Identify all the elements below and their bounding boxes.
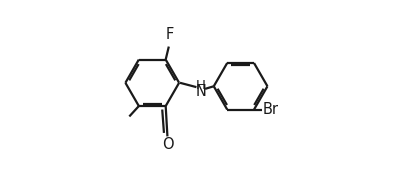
Text: F: F (166, 27, 174, 42)
Text: H: H (196, 79, 206, 92)
Text: N: N (195, 84, 206, 99)
Text: O: O (162, 137, 174, 152)
Text: Br: Br (263, 102, 279, 117)
